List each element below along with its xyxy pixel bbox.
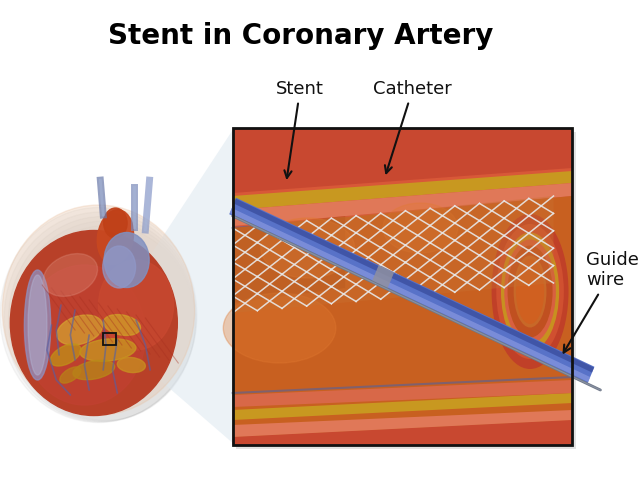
Bar bbox=[232, 128, 572, 445]
Polygon shape bbox=[232, 380, 572, 407]
Polygon shape bbox=[372, 265, 394, 289]
Ellipse shape bbox=[492, 214, 569, 369]
Text: Catheter: Catheter bbox=[374, 80, 452, 173]
Ellipse shape bbox=[60, 367, 81, 383]
Ellipse shape bbox=[496, 224, 564, 359]
Ellipse shape bbox=[98, 210, 134, 264]
Polygon shape bbox=[232, 410, 572, 437]
Text: Stent: Stent bbox=[276, 80, 324, 178]
Text: Stent in Coronary Artery: Stent in Coronary Artery bbox=[108, 22, 494, 50]
Ellipse shape bbox=[50, 344, 81, 366]
Polygon shape bbox=[232, 216, 345, 303]
Ellipse shape bbox=[504, 240, 556, 344]
Ellipse shape bbox=[0, 207, 197, 423]
Bar bbox=[232, 128, 572, 445]
Bar bbox=[232, 128, 572, 445]
Polygon shape bbox=[234, 199, 594, 373]
Bar bbox=[103, 333, 116, 345]
Ellipse shape bbox=[383, 203, 458, 253]
Ellipse shape bbox=[103, 208, 127, 238]
Ellipse shape bbox=[103, 246, 135, 288]
Polygon shape bbox=[232, 393, 572, 420]
Ellipse shape bbox=[508, 245, 553, 337]
Ellipse shape bbox=[28, 275, 47, 375]
Polygon shape bbox=[232, 171, 572, 210]
Ellipse shape bbox=[80, 339, 136, 362]
Ellipse shape bbox=[8, 216, 196, 421]
Polygon shape bbox=[232, 168, 572, 228]
Ellipse shape bbox=[103, 315, 141, 335]
Ellipse shape bbox=[516, 259, 544, 324]
Polygon shape bbox=[232, 196, 572, 437]
Polygon shape bbox=[232, 183, 572, 226]
Ellipse shape bbox=[501, 232, 559, 350]
Bar bbox=[236, 132, 576, 449]
Ellipse shape bbox=[73, 361, 115, 380]
Ellipse shape bbox=[98, 260, 173, 350]
Ellipse shape bbox=[24, 270, 51, 380]
Polygon shape bbox=[108, 130, 232, 443]
Ellipse shape bbox=[4, 212, 196, 422]
Ellipse shape bbox=[104, 232, 149, 287]
Ellipse shape bbox=[223, 293, 336, 363]
Polygon shape bbox=[230, 208, 590, 382]
Polygon shape bbox=[229, 198, 594, 383]
Polygon shape bbox=[232, 420, 572, 445]
Ellipse shape bbox=[57, 315, 103, 345]
Ellipse shape bbox=[261, 218, 354, 278]
Ellipse shape bbox=[10, 230, 177, 415]
Ellipse shape bbox=[3, 205, 195, 415]
Ellipse shape bbox=[514, 255, 546, 327]
Text: Guide
wire: Guide wire bbox=[564, 251, 639, 353]
Polygon shape bbox=[232, 196, 553, 313]
Polygon shape bbox=[232, 128, 572, 228]
Ellipse shape bbox=[43, 254, 98, 296]
Ellipse shape bbox=[117, 358, 145, 373]
Ellipse shape bbox=[24, 265, 146, 405]
